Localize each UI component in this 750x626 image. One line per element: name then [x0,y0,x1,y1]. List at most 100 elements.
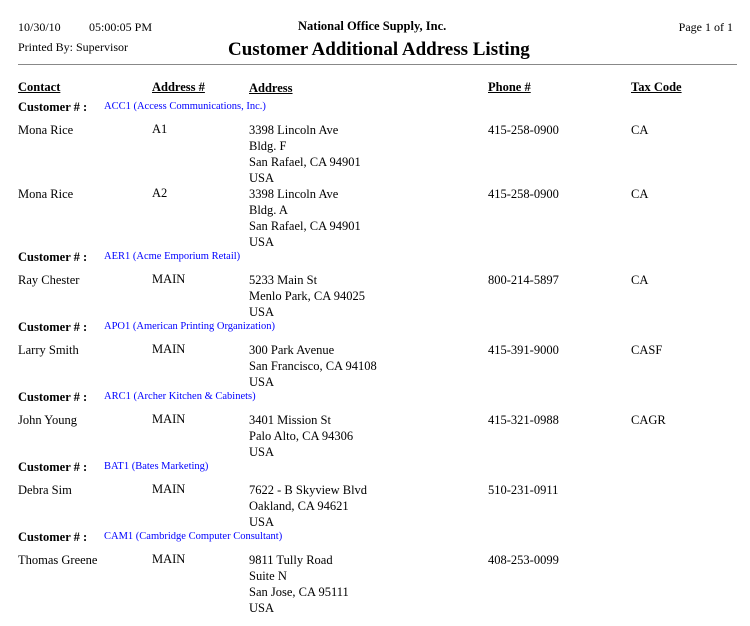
table-row: Larry Smith MAIN 415-391-9000 CASF 300 Park … [0,342,750,390]
contact-cell: Thomas Greene [18,553,98,567]
report-date: 10/30/10 [18,20,61,34]
column-header-tax-code: Tax Code [631,80,682,94]
report-time: 05:00:05 PM [89,20,153,34]
column-header-address-number: Address # [152,80,205,94]
customer-id: AER1 (Acme Emporium Retail) [104,251,241,262]
phone-cell: 415-258-0900 [488,187,559,201]
customer-label: Customer # : [18,320,88,334]
customer-group: Customer # : APO1 (American Printing Orga… [0,319,750,390]
customer-label: Customer # : [18,250,88,264]
address-cell: 300 Park Avenue San Francisco, CA 94108 US… [249,342,750,390]
address-line: USA [249,515,275,529]
address-line: 7622 - B Skyview Blvd [249,483,368,497]
customer-group: Customer # : BAT1 (Bates Marketing) Debra … [0,459,750,530]
contact-cell: Ray Chester [18,273,80,287]
address-line: San Francisco, CA 94108 [249,359,377,373]
address-number-cell: A2 [152,186,168,200]
address-line: 3398 Lincoln Ave [249,187,339,201]
address-line: USA [249,445,275,459]
company-name: National Office Supply, Inc. [298,19,447,33]
phone-cell: 510-231-0911 [488,483,559,497]
address-line: Oakland, CA 94621 [249,499,349,513]
customer-header: Customer # : ACC1 (Access Communications,… [0,99,750,122]
address-line: Menlo Park, CA 94025 [249,289,365,303]
address-cell: 3398 Lincoln Ave Bldg. A San Rafael, CA 94… [249,186,750,250]
column-header-phone: Phone # [488,80,531,94]
column-header-contact: Contact [18,80,61,94]
address-cell: 5233 Main St Menlo Park, CA 94025 USA [249,272,750,320]
table-row: Thomas Greene MAIN 408-253-0099 9811 Tully … [0,552,750,616]
customer-list: Customer # : ACC1 (Access Communications,… [0,99,750,616]
printed-by: Printed By: Supervisor [18,40,128,54]
report-title: Customer Additional Address Listing [228,39,530,60]
address-number-cell: MAIN [152,412,186,426]
address-line: San Rafael, CA 94901 [249,155,361,169]
contact-cell: Larry Smith [18,343,79,357]
address-line: Suite N [249,569,287,583]
customer-label: Customer # : [18,390,88,404]
address-line: USA [249,235,275,249]
table-row: Mona Rice A2 415-258-0900 CA 3398 Lincoln Av… [0,186,750,250]
address-line: Bldg. F [249,139,287,153]
address-line: Bldg. A [249,203,288,217]
tax-code-cell: CA [631,187,649,201]
address-line: 3398 Lincoln Ave [249,123,339,137]
customer-label: Customer # : [18,100,88,114]
customer-header: Customer # : CAM1 (Cambridge Computer Con… [0,529,750,552]
address-line: 300 Park Avenue [249,343,335,357]
header-divider [18,64,737,65]
table-row: Mona Rice A1 415-258-0900 CA 3398 Lincoln Av… [0,122,750,186]
customer-group: Customer # : ARC1 (Archer Kitchen & Cabin… [0,389,750,460]
address-line: USA [249,375,275,389]
customer-id: CAM1 (Cambridge Computer Consultant) [104,531,283,542]
tax-code-cell: CA [631,273,649,287]
address-line: San Rafael, CA 94901 [249,219,361,233]
customer-group: Customer # : AER1 (Acme Emporium Retail) R… [0,249,750,320]
customer-header: Customer # : APO1 (American Printing Orga… [0,319,750,342]
contact-cell: Mona Rice [18,123,74,137]
phone-cell: 415-258-0900 [488,123,559,137]
address-line: San Jose, CA 95111 [249,585,349,599]
table-row: Ray Chester MAIN 800-214-5897 CA 5233 Main S… [0,272,750,320]
address-number-cell: MAIN [152,552,186,566]
customer-header: Customer # : AER1 (Acme Emporium Retail) [0,249,750,272]
customer-group: Customer # : ACC1 (Access Communications,… [0,99,750,250]
table-row: Debra Sim MAIN 510-231-0911 7622 - B Skyvie… [0,482,750,530]
address-number-cell: MAIN [152,482,186,496]
address-number-cell: A1 [152,122,168,136]
phone-cell: 408-253-0099 [488,553,559,567]
phone-cell: 415-391-9000 [488,343,559,357]
address-number-cell: MAIN [152,342,186,356]
customer-header: Customer # : ARC1 (Archer Kitchen & Cabin… [0,389,750,412]
column-header-address: Address [249,81,293,95]
address-line: Palo Alto, CA 94306 [249,429,354,443]
customer-header: Customer # : BAT1 (Bates Marketing) [0,459,750,482]
customer-group: Customer # : CAM1 (Cambridge Computer Con… [0,529,750,616]
address-line: 5233 Main St [249,273,318,287]
customer-id: ARC1 (Archer Kitchen & Cabinets) [104,391,256,402]
address-cell: 7622 - B Skyview Blvd Oakland, CA 94621 US… [249,482,750,530]
address-number-cell: MAIN [152,272,186,286]
address-line: 3401 Mission St [249,413,331,427]
customer-label: Customer # : [18,460,88,474]
tax-code-cell: CASF [631,343,663,357]
address-line: USA [249,305,275,319]
address-cell: 9811 Tully Road Suite N San Jose, CA 95111… [249,552,750,616]
phone-cell: 415-321-0988 [488,413,559,427]
table-row: John Young MAIN 415-321-0988 CAGR 3401 Missi… [0,412,750,460]
address-cell: 3398 Lincoln Ave Bldg. F San Rafael, CA 94… [249,122,750,186]
tax-code-cell: CAGR [631,413,666,427]
page-number: Page 1 of 1 [678,20,733,34]
address-cell: 3401 Mission St Palo Alto, CA 94306 USA [249,412,750,460]
customer-id: BAT1 (Bates Marketing) [104,461,209,472]
contact-cell: John Young [18,413,78,427]
phone-cell: 800-214-5897 [488,273,559,287]
contact-cell: Debra Sim [18,483,72,497]
address-line: USA [249,601,275,615]
customer-id: ACC1 (Access Communications, Inc.) [104,101,266,112]
contact-cell: Mona Rice [18,187,74,201]
address-line: USA [249,171,275,185]
address-line: 9811 Tully Road [249,553,333,567]
customer-id: APO1 (American Printing Organization) [104,321,275,332]
customer-label: Customer # : [18,530,88,544]
